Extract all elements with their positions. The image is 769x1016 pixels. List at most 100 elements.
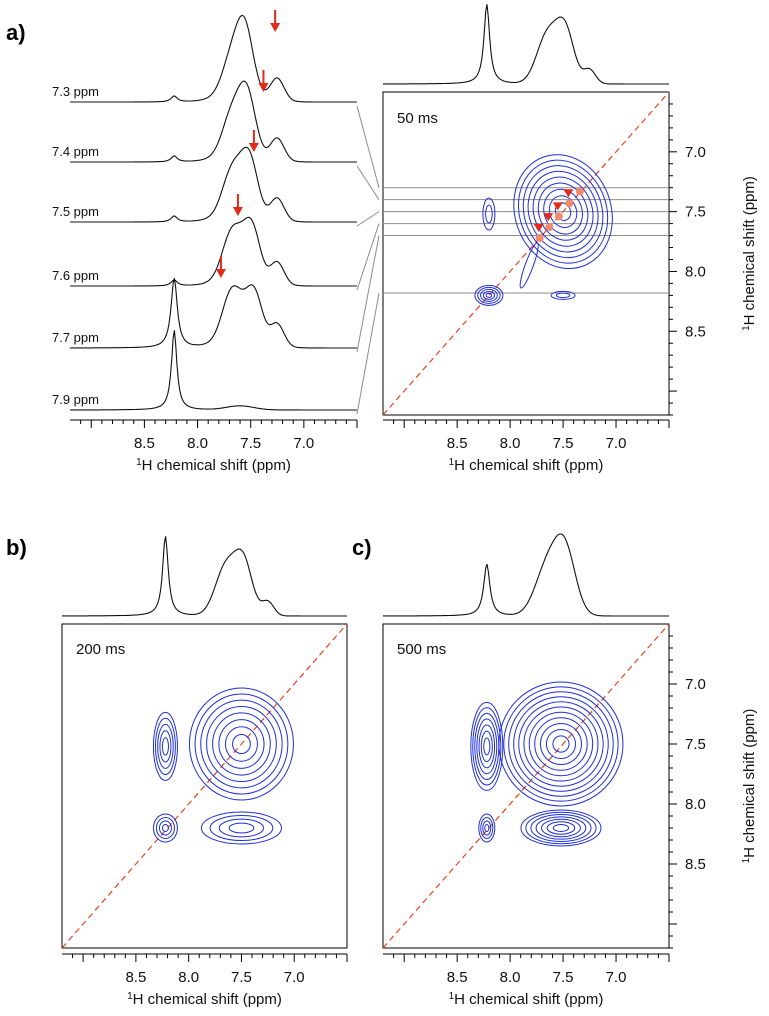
contour-aromatic-200ms xyxy=(200,699,283,789)
contour-aromatic-500ms xyxy=(508,691,614,797)
x-axis-50ms-title: 1H chemical shift (ppm) xyxy=(449,457,604,475)
contour-aromatic-500ms xyxy=(498,681,624,807)
y-axis-top-title: 1H chemical shift (ppm) xyxy=(741,176,759,331)
x-axis-500ms-tick-label: 8.0 xyxy=(500,969,521,986)
x-axis-slices-tick-label: 7.5 xyxy=(240,435,261,452)
contour-aromatic-500ms xyxy=(552,735,570,753)
contour-cross2-500ms xyxy=(535,816,587,840)
contour-cross-500ms xyxy=(470,701,504,791)
contour-aromatic-500ms xyxy=(513,696,609,792)
slice-trace-0 xyxy=(70,14,357,103)
slice-arrowhead-3 xyxy=(232,207,243,216)
contour-cross-50ms xyxy=(485,204,493,224)
slice-trace-1 xyxy=(70,80,357,163)
connector-line-1 xyxy=(356,165,380,200)
contour-cross2-50ms xyxy=(550,290,576,300)
connector-line-2 xyxy=(356,211,380,227)
panel-a-letter: a) xyxy=(6,20,26,45)
contour-aromatic-500ms xyxy=(539,722,583,766)
contour-cross-500ms xyxy=(483,737,491,756)
projection-trace-200ms xyxy=(62,536,347,617)
slice-trace-2 xyxy=(70,146,357,223)
y-axis-bottom-title: 1H chemical shift (ppm) xyxy=(741,709,759,864)
slice-trace-4 xyxy=(70,277,357,349)
x-axis-slices-tick-label: 8.0 xyxy=(187,435,208,452)
contour-aromatic-500ms xyxy=(534,717,588,771)
diagonal-line xyxy=(382,91,670,416)
y-axis-bottom-tick-label: 7.0 xyxy=(685,676,706,693)
diag-marker-0 xyxy=(533,223,544,232)
slice-trace-5 xyxy=(70,330,357,411)
plot-layer: 7.3 ppm 7.4 ppm 7.5 ppm 7.6 ppm 7.7 ppm 7.9 p… xyxy=(52,4,758,1008)
contour-cross2-500ms xyxy=(552,824,570,832)
diag-dot-4 xyxy=(575,187,584,196)
projection-trace-500ms xyxy=(383,533,669,617)
contour-cross2-500ms xyxy=(546,821,576,835)
contour-cross-200ms xyxy=(159,730,172,763)
x-axis-500ms-tick-label: 8.5 xyxy=(447,969,468,986)
contour-cross-500ms xyxy=(480,730,493,763)
slice-label-5: 7.9 ppm xyxy=(52,392,99,407)
contour-cross-200ms xyxy=(157,723,174,769)
contour-cross2-200ms xyxy=(228,822,255,834)
contour-nh-50ms xyxy=(480,288,498,302)
contour-aromatic-200ms xyxy=(224,726,258,762)
contour-nh-200ms xyxy=(152,813,178,843)
mixing-time-label-50ms: 50 ms xyxy=(397,110,438,127)
contour-cross-500ms xyxy=(472,707,502,786)
x-axis-slices-tick-label: 7.0 xyxy=(293,435,314,452)
contour-cross2-50ms xyxy=(555,292,571,299)
y-axis-top-tick-label: 8.0 xyxy=(685,263,706,280)
contour-cross2-500ms xyxy=(525,811,597,845)
y-axis-bottom-tick-label: 7.5 xyxy=(685,736,706,753)
contour-cross2-200ms xyxy=(209,814,274,842)
contour-nh-50ms xyxy=(485,292,493,298)
contour-aromatic-500ms xyxy=(523,706,599,782)
diag-marker-2 xyxy=(552,202,563,211)
y-axis-top-tick-label: 7.0 xyxy=(685,144,706,161)
diag-dot-1 xyxy=(545,223,554,232)
contour-nh-200ms xyxy=(161,824,169,832)
y-axis-top-tick-label: 8.5 xyxy=(685,323,706,340)
x-axis-500ms-title: 1H chemical shift (ppm) xyxy=(449,991,604,1009)
slice-arrowhead-2 xyxy=(248,143,259,152)
diagonal-line xyxy=(61,623,348,949)
connector-line-3 xyxy=(356,223,380,291)
contour-nh-500ms xyxy=(484,824,490,832)
x-axis-200ms-title: 1H chemical shift (ppm) xyxy=(127,991,282,1009)
contour-cross-200ms xyxy=(161,737,169,756)
mixing-time-label-500ms: 500 ms xyxy=(397,641,446,658)
contour-aromatic-500ms xyxy=(503,686,619,802)
plot-frame-500ms xyxy=(382,623,670,949)
contour-aromatic-200ms xyxy=(212,712,271,776)
contour-aromatic-200ms xyxy=(194,693,289,795)
slice-arrowhead-1 xyxy=(258,83,269,92)
x-axis-slices-tick-label: 8.5 xyxy=(134,435,155,452)
diagonal-line xyxy=(382,623,670,949)
contour-aromatic-200ms xyxy=(188,687,294,801)
contour-cross-200ms xyxy=(152,711,178,781)
contour-aromatic-200ms xyxy=(232,733,251,755)
slice-label-3: 7.6 ppm xyxy=(52,268,99,283)
contour-cross-200ms xyxy=(155,717,176,776)
x-axis-50ms-tick-label: 8.0 xyxy=(500,435,521,452)
connector-line-4 xyxy=(356,235,380,353)
contour-nh-200ms xyxy=(158,820,172,836)
contour-cross-500ms xyxy=(478,724,496,769)
contour-nh-200ms xyxy=(155,817,175,839)
diag-dot-3 xyxy=(565,199,574,208)
contour-cross2-200ms xyxy=(218,818,265,838)
slice-arrowhead-0 xyxy=(270,23,281,32)
slice-trace-3 xyxy=(70,216,357,287)
mixing-time-label-200ms: 200 ms xyxy=(76,641,125,658)
y-axis-bottom-tick-label: 8.0 xyxy=(685,796,706,813)
slice-label-1: 7.4 ppm xyxy=(52,144,99,159)
x-axis-50ms-tick-label: 8.5 xyxy=(447,435,468,452)
diag-dot-2 xyxy=(554,212,563,221)
plot-frame-200ms xyxy=(61,623,348,949)
contour-nh-500ms xyxy=(478,813,496,843)
x-axis-200ms-tick-label: 7.5 xyxy=(231,969,252,986)
contour-aromatic-200ms xyxy=(218,719,265,769)
contour-aromatic-500ms xyxy=(528,711,594,777)
